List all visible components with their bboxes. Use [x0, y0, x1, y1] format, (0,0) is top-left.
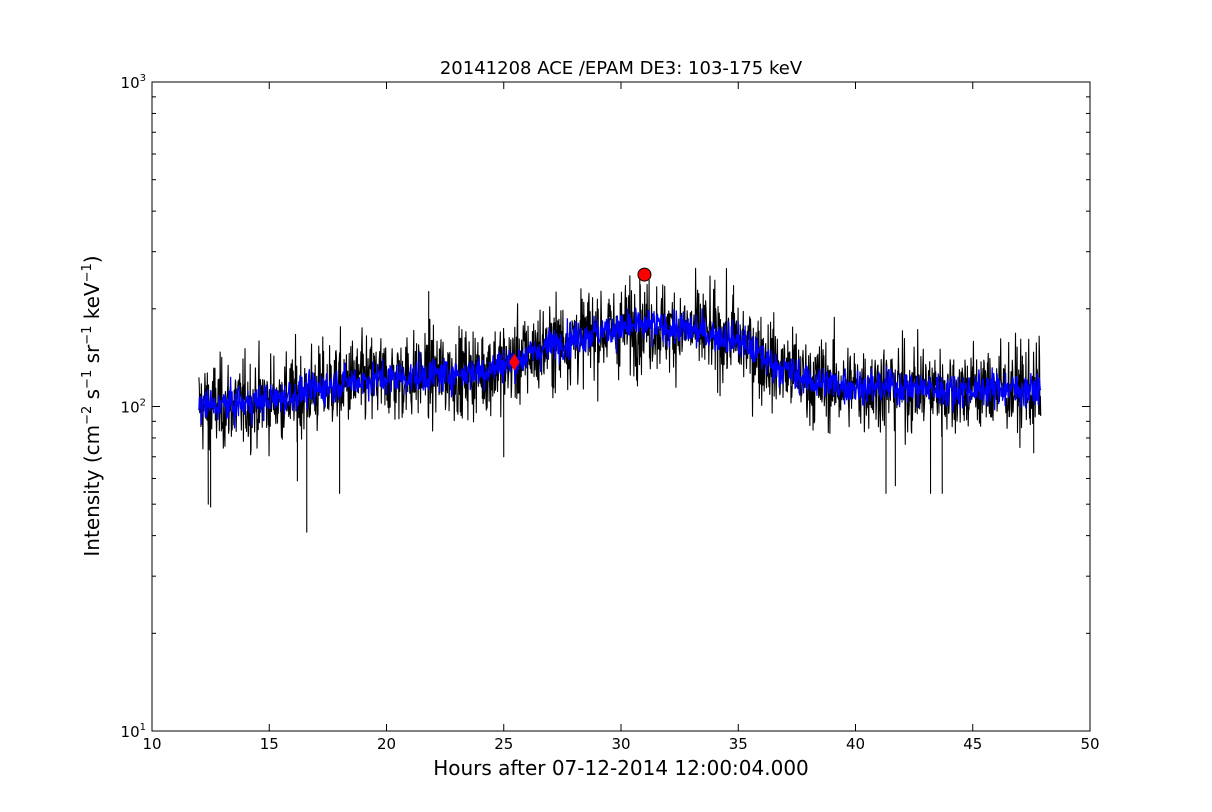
ticks-layer	[151, 81, 1091, 732]
y-axis-label-sr: sr	[80, 344, 104, 370]
x-tick-label: 15	[260, 735, 279, 753]
x-tick-label: 50	[1080, 735, 1099, 753]
y-tick-labels: 101 102 103	[121, 73, 146, 741]
x-tick-label: 45	[963, 735, 982, 753]
x-tick-label: 35	[729, 735, 748, 753]
y-tick-label: 103	[121, 73, 146, 92]
y-axis-label-s: s	[80, 389, 104, 406]
y-axis-label-kev: keV	[80, 282, 104, 326]
marker-circle	[637, 267, 652, 282]
y-axis-label-exp4: −1	[80, 263, 95, 282]
y-axis-label-end: )	[80, 255, 104, 263]
x-tick-label: 30	[611, 735, 630, 753]
y-axis-label-main: Intensity (cm	[80, 425, 104, 557]
marker-layer	[509, 267, 652, 371]
chart-title: 20141208 ACE /EPAM DE3: 103-175 keV	[440, 58, 803, 79]
x-axis-label: Hours after 07-12-2014 12:00:04.000	[433, 756, 809, 780]
y-axis-label-exp3: −1	[80, 326, 95, 345]
series-layer	[198, 267, 1042, 533]
y-axis-label-exp1: −2	[80, 406, 95, 425]
y-tick-label: 101	[121, 722, 146, 741]
x-tick-label: 20	[377, 735, 396, 753]
plot-area	[151, 81, 1091, 732]
x-tick-label: 25	[494, 735, 513, 753]
y-axis-label-exp2: −1	[80, 370, 95, 389]
y-axis-label: Intensity (cm−2 s−1 sr−1 keV−1)	[80, 255, 104, 556]
marker-diamond	[509, 353, 520, 371]
y-tick-label: 102	[121, 398, 146, 417]
series-line-smoothed	[198, 307, 1042, 429]
x-tick-label: 40	[846, 735, 865, 753]
x-tick-labels: 10 15 20 25 30 35 40 45 50	[142, 735, 1099, 753]
x-tick-label: 10	[142, 735, 161, 753]
